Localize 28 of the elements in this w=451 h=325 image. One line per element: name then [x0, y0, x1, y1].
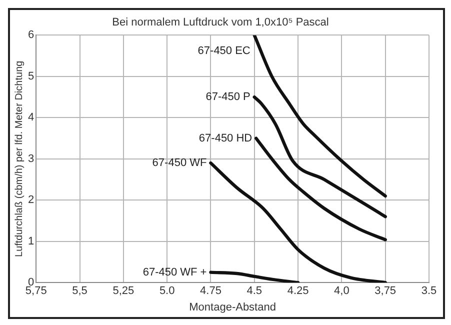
chart-title: Bei normalem Luftdruck vom 1,0x10⁵ Pascal [112, 16, 329, 29]
line-series [254, 136, 387, 242]
series-label: 67-450 P [206, 91, 250, 104]
x-tick-label: 3.5 [421, 285, 437, 298]
x-tick-label: 5,5 [72, 285, 88, 298]
x-tick-label: 5,25 [112, 285, 134, 298]
y-tick-label: 1 [28, 235, 34, 248]
line-series [252, 35, 387, 198]
x-tick-label: 4.5 [246, 285, 262, 298]
line-series [252, 95, 387, 218]
series-label: 67-450 HD [198, 132, 252, 144]
line-series [209, 161, 387, 283]
x-tick-label: 5.0 [159, 285, 175, 298]
line-series [209, 270, 300, 283]
x-tick-label: 4,0 [334, 285, 350, 298]
y-tick-label: 3 [28, 152, 34, 165]
series-label: 67-450 WF [152, 157, 207, 170]
y-tick-label: 5 [28, 70, 34, 82]
x-tick-label: 4.25 [287, 285, 309, 298]
y-tick-label: 4 [28, 112, 34, 124]
y-axis-title: Luftdurchlaß (cbm/h) per lfd. Meter Dichtung [14, 60, 25, 257]
x-axis-title: Montage-Abstand [189, 301, 276, 314]
x-tick-label: 4.75 [200, 285, 222, 298]
x-tick-label: 3,75 [374, 285, 396, 298]
series-label: 67-450 WF + [142, 266, 207, 278]
series-label: 67-450 EC [198, 45, 250, 58]
y-tick-label: 2 [28, 194, 34, 206]
y-tick-label: 6 [28, 29, 34, 42]
